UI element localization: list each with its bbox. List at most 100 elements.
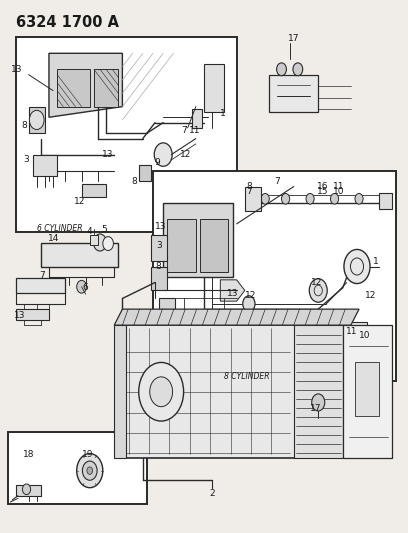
Bar <box>192 109 202 128</box>
Polygon shape <box>163 203 233 277</box>
Circle shape <box>312 394 325 411</box>
Bar <box>153 171 396 381</box>
Text: 6 CYLINDER: 6 CYLINDER <box>37 224 82 232</box>
Text: 12: 12 <box>245 292 257 300</box>
Circle shape <box>261 193 269 204</box>
Polygon shape <box>167 219 196 272</box>
Circle shape <box>327 326 338 340</box>
Text: 1: 1 <box>373 257 379 265</box>
Text: 13: 13 <box>102 150 114 159</box>
Text: 4: 4 <box>86 227 92 236</box>
Polygon shape <box>16 309 49 320</box>
Text: 12: 12 <box>180 150 191 159</box>
Circle shape <box>139 362 184 421</box>
Text: 12: 12 <box>365 292 376 300</box>
Circle shape <box>306 193 314 204</box>
Text: 17: 17 <box>288 34 299 43</box>
Circle shape <box>330 193 339 204</box>
Text: 7: 7 <box>246 188 252 196</box>
Polygon shape <box>294 325 343 458</box>
Text: 11: 11 <box>346 327 358 336</box>
Polygon shape <box>33 155 57 176</box>
Circle shape <box>341 326 352 340</box>
Bar <box>139 165 151 181</box>
Text: 3: 3 <box>24 156 29 164</box>
Text: 3: 3 <box>156 241 162 249</box>
Circle shape <box>309 279 327 302</box>
Text: 5: 5 <box>101 225 107 233</box>
Circle shape <box>82 461 97 480</box>
Circle shape <box>282 193 290 204</box>
Polygon shape <box>200 219 228 272</box>
Circle shape <box>150 377 173 407</box>
Text: 16: 16 <box>317 182 328 191</box>
Circle shape <box>77 280 86 293</box>
Circle shape <box>87 467 93 474</box>
Circle shape <box>93 234 106 251</box>
Text: 10: 10 <box>359 332 370 340</box>
Polygon shape <box>151 266 167 290</box>
Text: 13: 13 <box>11 65 22 74</box>
Polygon shape <box>49 53 122 117</box>
Text: 8: 8 <box>155 262 161 271</box>
Text: 13: 13 <box>155 222 166 231</box>
Text: 7: 7 <box>181 126 186 135</box>
Text: 14: 14 <box>48 234 60 243</box>
Circle shape <box>355 193 363 204</box>
Circle shape <box>277 63 286 76</box>
Bar <box>82 184 106 197</box>
Polygon shape <box>204 64 224 112</box>
Polygon shape <box>114 309 359 325</box>
Text: 8: 8 <box>22 121 27 130</box>
Text: 6324 1700 A: 6324 1700 A <box>16 15 119 30</box>
Text: 11: 11 <box>333 182 344 191</box>
Polygon shape <box>57 69 90 107</box>
Bar <box>355 362 379 416</box>
Text: 7: 7 <box>275 177 280 185</box>
Polygon shape <box>29 107 45 133</box>
Circle shape <box>352 326 362 340</box>
Text: 8: 8 <box>132 177 137 185</box>
Text: 8: 8 <box>246 182 252 191</box>
Polygon shape <box>220 280 245 301</box>
Circle shape <box>77 454 103 488</box>
Polygon shape <box>16 278 65 293</box>
Bar <box>16 37 237 232</box>
Bar <box>379 193 392 209</box>
Text: 6: 6 <box>82 283 88 292</box>
Text: 17: 17 <box>310 405 321 413</box>
Text: 8 CYLINDER: 8 CYLINDER <box>224 373 270 381</box>
Text: 18: 18 <box>23 450 34 458</box>
Bar <box>159 298 175 312</box>
Text: 9: 9 <box>154 158 160 167</box>
Text: 10: 10 <box>333 187 344 196</box>
Text: 2: 2 <box>209 489 215 497</box>
Polygon shape <box>16 485 41 496</box>
Bar <box>8 432 147 504</box>
Circle shape <box>293 63 303 76</box>
Text: 11: 11 <box>189 126 201 135</box>
Text: 12: 12 <box>310 278 322 287</box>
Text: 13: 13 <box>14 311 25 320</box>
Text: 13: 13 <box>227 289 238 297</box>
Circle shape <box>315 326 326 340</box>
Polygon shape <box>245 187 261 211</box>
Circle shape <box>103 237 113 251</box>
Polygon shape <box>151 235 167 261</box>
Circle shape <box>29 110 44 130</box>
Text: 15: 15 <box>317 187 328 196</box>
Text: 19: 19 <box>82 450 93 458</box>
Polygon shape <box>122 325 347 458</box>
Circle shape <box>303 326 313 340</box>
Polygon shape <box>269 75 318 112</box>
Polygon shape <box>298 322 367 344</box>
Polygon shape <box>343 325 392 458</box>
Circle shape <box>243 296 255 312</box>
Polygon shape <box>90 235 98 245</box>
Polygon shape <box>94 69 118 107</box>
Text: 1: 1 <box>220 109 225 118</box>
Polygon shape <box>41 243 118 266</box>
Polygon shape <box>114 325 126 458</box>
Circle shape <box>154 143 172 166</box>
Text: 12: 12 <box>74 197 85 206</box>
